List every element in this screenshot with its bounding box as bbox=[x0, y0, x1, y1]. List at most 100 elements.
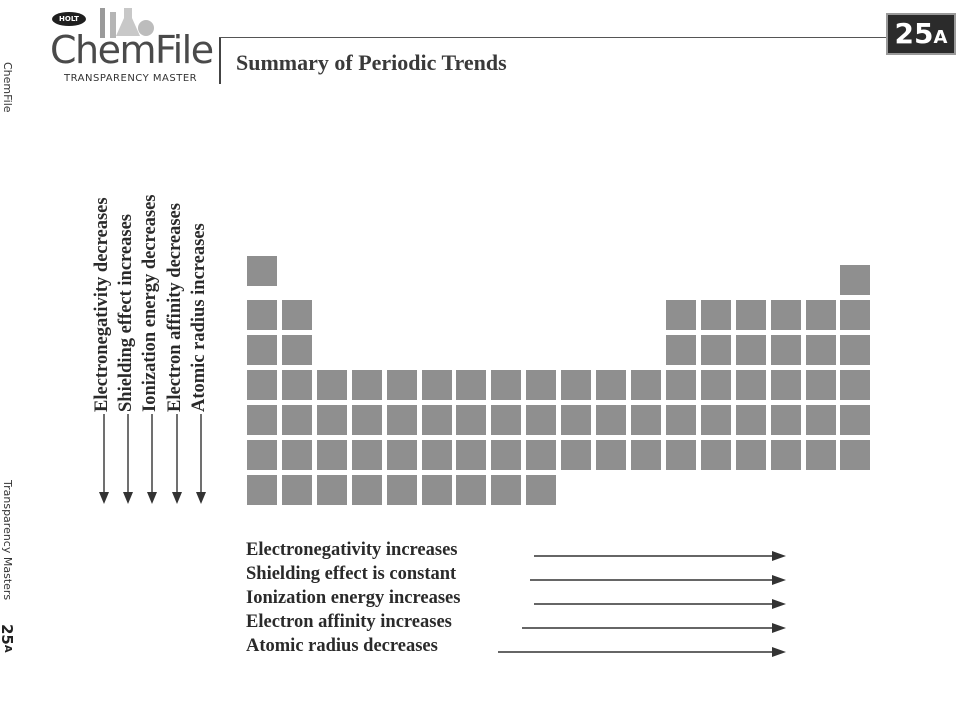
element-cell bbox=[456, 405, 486, 435]
element-cell bbox=[631, 370, 661, 400]
element-cell bbox=[247, 370, 277, 400]
horizontal-trend-electronegativity: Electronegativity increases bbox=[246, 540, 806, 564]
right-arrow-icon bbox=[530, 575, 786, 585]
side-number-suffix: A bbox=[2, 644, 13, 653]
element-cell bbox=[840, 265, 870, 295]
element-cell bbox=[352, 475, 382, 505]
element-cell bbox=[282, 440, 312, 470]
horizontal-trend-label: Electron affinity increases bbox=[246, 612, 452, 632]
element-cell bbox=[701, 405, 731, 435]
element-cell bbox=[317, 475, 347, 505]
element-cell bbox=[840, 405, 870, 435]
element-cell bbox=[491, 405, 521, 435]
element-cell bbox=[282, 300, 312, 330]
element-cell bbox=[666, 370, 696, 400]
element-cell bbox=[352, 370, 382, 400]
element-cell bbox=[666, 335, 696, 365]
vertical-trend-ionization: Ionization energy decreases bbox=[140, 122, 164, 507]
horizontal-trend-label: Atomic radius decreases bbox=[246, 636, 438, 656]
element-cell bbox=[736, 440, 766, 470]
vertical-trend-label: Shielding effect increases bbox=[116, 214, 136, 412]
element-cell bbox=[491, 440, 521, 470]
element-cell bbox=[806, 440, 836, 470]
element-cell bbox=[387, 405, 417, 435]
element-cell bbox=[387, 440, 417, 470]
element-cell bbox=[596, 370, 626, 400]
right-arrow-icon bbox=[534, 551, 786, 561]
down-arrow-icon bbox=[147, 414, 157, 504]
side-page-number: 25A bbox=[0, 624, 16, 653]
element-cell bbox=[422, 405, 452, 435]
element-cell bbox=[282, 370, 312, 400]
element-cell bbox=[247, 440, 277, 470]
element-cell bbox=[422, 440, 452, 470]
element-cell bbox=[736, 370, 766, 400]
side-running-footer: Transparency Masters bbox=[1, 480, 14, 601]
element-cell bbox=[456, 475, 486, 505]
element-cell bbox=[840, 335, 870, 365]
element-cell bbox=[701, 335, 731, 365]
page-number-box: 25A bbox=[886, 13, 956, 55]
horizontal-trend-shielding: Shielding effect is constant bbox=[246, 564, 806, 588]
element-cell bbox=[736, 335, 766, 365]
element-cell bbox=[282, 335, 312, 365]
page-number-main: 25 bbox=[894, 17, 934, 50]
side-running-title: ChemFile bbox=[1, 62, 14, 113]
element-cell bbox=[387, 370, 417, 400]
down-arrow-icon bbox=[172, 414, 182, 504]
vertical-trend-shielding: Shielding effect increases bbox=[116, 122, 140, 507]
element-cell bbox=[701, 370, 731, 400]
element-cell bbox=[596, 405, 626, 435]
element-cell bbox=[526, 405, 556, 435]
element-cell bbox=[806, 300, 836, 330]
element-cell bbox=[806, 370, 836, 400]
element-cell bbox=[701, 300, 731, 330]
element-cell bbox=[666, 440, 696, 470]
element-cell bbox=[771, 300, 801, 330]
element-cell bbox=[526, 475, 556, 505]
element-cell bbox=[456, 440, 486, 470]
side-number-main: 25 bbox=[0, 624, 16, 645]
element-cell bbox=[526, 440, 556, 470]
vertical-trend-label: Atomic radius increases bbox=[189, 223, 209, 412]
horizontal-trend-label: Ionization energy increases bbox=[246, 588, 461, 608]
element-cell bbox=[317, 440, 347, 470]
element-cell bbox=[736, 300, 766, 330]
element-cell bbox=[282, 475, 312, 505]
element-cell bbox=[806, 335, 836, 365]
vertical-trend-label: Electron affinity decreases bbox=[165, 203, 185, 412]
down-arrow-icon bbox=[196, 414, 206, 504]
element-cell bbox=[387, 475, 417, 505]
vertical-trend-electronegativity: Electronegativity decreases bbox=[92, 122, 116, 507]
down-arrow-icon bbox=[99, 414, 109, 504]
element-cell bbox=[317, 370, 347, 400]
element-cell bbox=[247, 405, 277, 435]
down-arrow-icon bbox=[123, 414, 133, 504]
page-title: Summary of Periodic Trends bbox=[236, 50, 507, 75]
element-cell bbox=[352, 405, 382, 435]
element-cell bbox=[422, 475, 452, 505]
element-cell bbox=[247, 475, 277, 505]
element-cell bbox=[666, 300, 696, 330]
header-divider-vertical bbox=[219, 38, 221, 84]
element-cell bbox=[352, 440, 382, 470]
horizontal-trend-label: Electronegativity increases bbox=[246, 540, 458, 560]
element-cell bbox=[561, 405, 591, 435]
header-divider-horizontal bbox=[219, 37, 889, 38]
vertical-trend-atomic-radius: Atomic radius increases bbox=[189, 122, 213, 507]
element-cell bbox=[736, 405, 766, 435]
element-cell bbox=[771, 440, 801, 470]
brand-name: ChemFile bbox=[50, 28, 214, 72]
element-cell bbox=[840, 440, 870, 470]
element-cell bbox=[247, 300, 277, 330]
flask-icon bbox=[100, 8, 154, 38]
vertical-trend-label: Ionization energy decreases bbox=[140, 194, 160, 412]
element-cell bbox=[247, 335, 277, 365]
element-cell bbox=[561, 370, 591, 400]
horizontal-trend-electron-affinity: Electron affinity increases bbox=[246, 612, 806, 636]
element-cell bbox=[491, 370, 521, 400]
element-cell bbox=[771, 370, 801, 400]
element-cell bbox=[247, 256, 277, 286]
vertical-trend-electron-affinity: Electron affinity decreases bbox=[165, 122, 189, 507]
right-arrow-icon bbox=[522, 623, 786, 633]
